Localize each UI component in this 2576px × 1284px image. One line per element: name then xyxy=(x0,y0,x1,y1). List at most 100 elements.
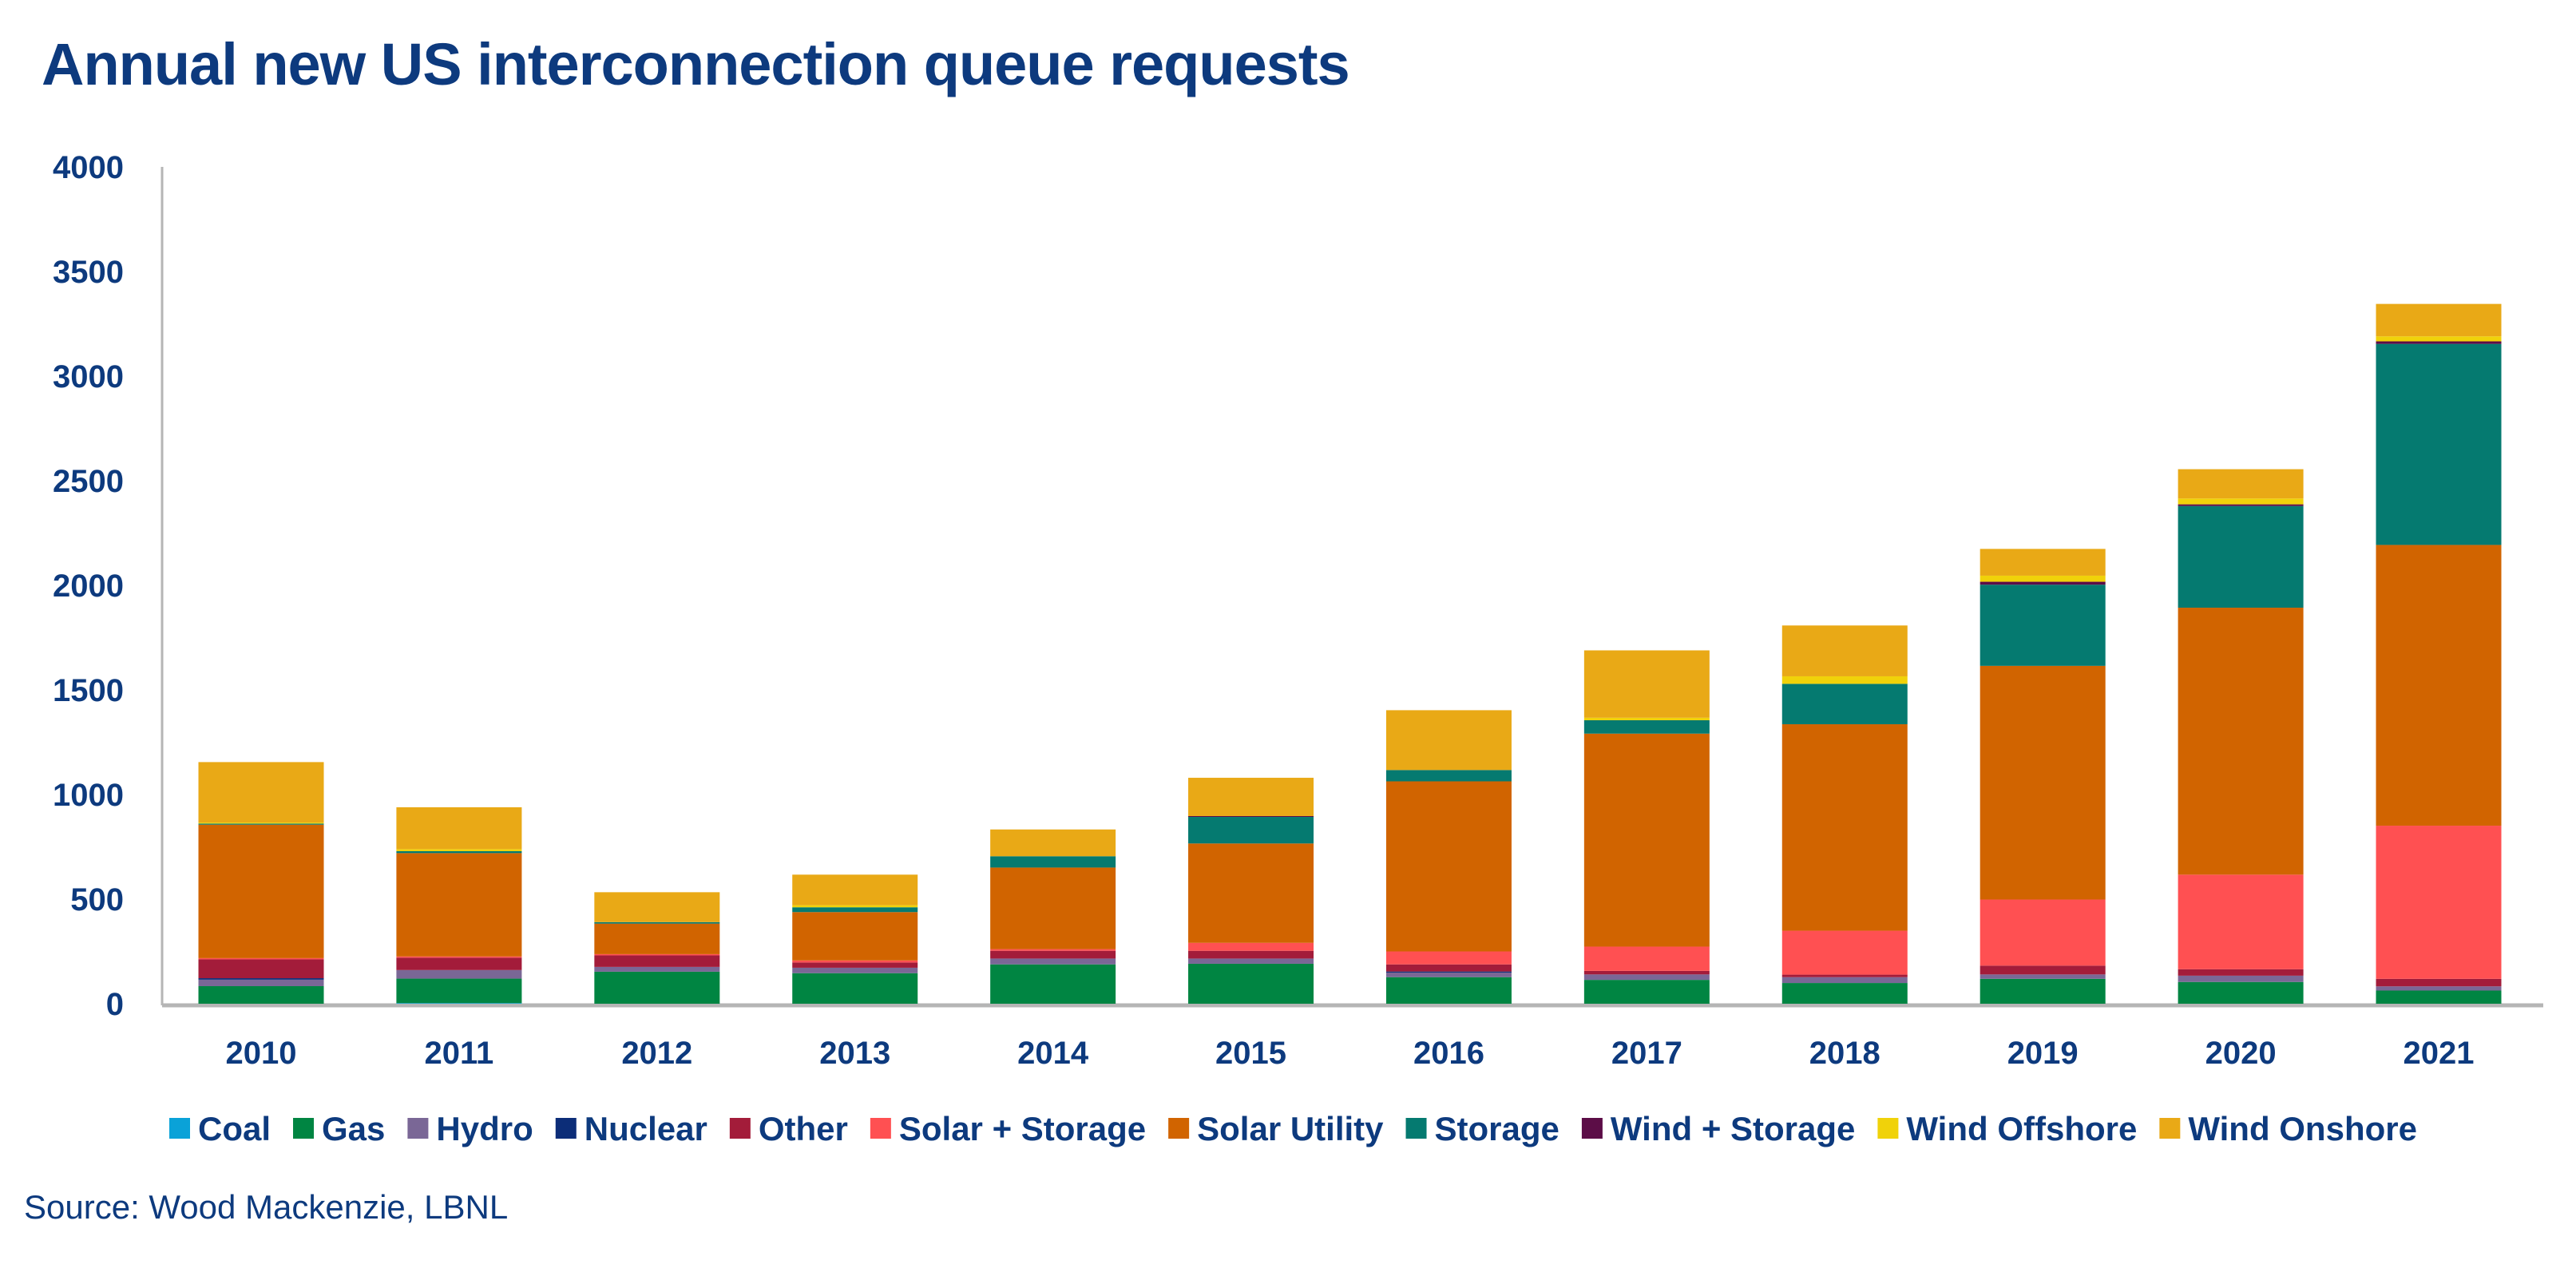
bar-segment-2015-hydro xyxy=(1188,958,1314,964)
bar-segment-2010-storage xyxy=(198,823,324,825)
y-tick-label: 1000 xyxy=(53,778,124,813)
bar-segment-2018-solar-storage xyxy=(1781,930,1908,975)
bar-segment-2020-wind-onshore xyxy=(2178,469,2304,499)
bar-segment-2020-wind-storage xyxy=(2178,504,2304,506)
x-tick-label: 2014 xyxy=(1017,1036,1089,1071)
bar-segment-2012-gas xyxy=(594,971,720,1004)
bar-segment-2012-hydro xyxy=(594,966,720,972)
bar-segment-2011-wind-onshore xyxy=(396,806,522,850)
bar-segment-2011-solar-storage xyxy=(396,956,522,958)
bar-segment-2014-storage xyxy=(990,856,1116,868)
bar-segment-2017-storage xyxy=(1583,719,1710,734)
bar-segment-2019-other xyxy=(1980,965,2106,975)
bar-segment-2019-wind-offshore xyxy=(1980,575,2106,582)
bar-segment-2021-solar-storage xyxy=(2376,826,2502,979)
x-tick-label: 2010 xyxy=(226,1036,297,1071)
bar-segment-2016-nuclear xyxy=(1385,971,1512,973)
bar-segment-2017-hydro xyxy=(1583,974,1710,981)
legend-swatch xyxy=(1168,1118,1190,1139)
bar-segment-2017-other xyxy=(1583,970,1710,975)
bar-segment-2019-wind-storage xyxy=(1980,581,2106,585)
bar-segment-2012-storage xyxy=(594,921,720,924)
y-tick-label: 1500 xyxy=(53,673,124,708)
legend-label: Solar + Storage xyxy=(899,1110,1146,1147)
x-tick-label: 2013 xyxy=(819,1036,890,1071)
y-tick-label: 0 xyxy=(106,987,124,1022)
bar-segment-2010-other xyxy=(198,959,324,979)
bar-segment-2014-solar-storage xyxy=(990,949,1116,951)
bar-segment-2016-solar-storage xyxy=(1385,951,1512,965)
bar-segment-2011-storage xyxy=(396,851,522,854)
bar-segment-2020-wind-offshore xyxy=(2178,498,2304,505)
legend-label: Wind Offshore xyxy=(1906,1110,2137,1147)
bar-segment-2016-solar-utility xyxy=(1385,781,1512,952)
bar-segment-2011-solar-utility xyxy=(396,853,522,957)
bar-segment-2011-other xyxy=(396,957,522,970)
bar-segment-2010-wind-offshore xyxy=(198,822,324,824)
x-tick-label: 2012 xyxy=(621,1036,692,1071)
legend-label: Nuclear xyxy=(585,1110,707,1147)
bar-segment-2015-wind-storage xyxy=(1188,815,1314,818)
x-tick-label: 2017 xyxy=(1611,1036,1682,1071)
x-tick-label: 2016 xyxy=(1413,1036,1484,1071)
bar-segment-2019-gas xyxy=(1980,978,2106,1004)
legend-swatch xyxy=(407,1118,429,1139)
bar-segment-2012-solar-utility xyxy=(594,923,720,954)
bar-segment-2021-other xyxy=(2376,978,2502,987)
bar-segment-2016-wind-onshore xyxy=(1385,710,1512,771)
bar-segment-2017-solar-storage xyxy=(1583,946,1710,971)
y-tick-label: 4000 xyxy=(53,150,124,185)
bar-segment-2013-gas xyxy=(792,973,918,1004)
y-tick-label: 2000 xyxy=(53,569,124,604)
bar-segment-2018-hydro xyxy=(1781,977,1908,984)
bar-segment-2013-wind-offshore xyxy=(792,905,918,908)
legend-swatch xyxy=(169,1118,190,1139)
bar-segment-2021-solar-utility xyxy=(2376,545,2502,826)
legend-label: Solar Utility xyxy=(1197,1110,1384,1147)
bar-segment-2013-solar-utility xyxy=(792,912,918,961)
bar-segment-2019-solar-storage xyxy=(1980,899,2106,966)
bar-segment-2017-wind-onshore xyxy=(1583,650,1710,718)
bar-segment-2020-storage xyxy=(2178,505,2304,608)
bar-segment-2012-solar-storage xyxy=(594,953,720,956)
bar-segment-2019-wind-onshore xyxy=(1980,549,2106,576)
bar-segment-2021-wind-onshore xyxy=(2376,303,2502,337)
legend-swatch xyxy=(1581,1118,1603,1139)
bar-segment-2021-wind-offshore xyxy=(2376,336,2502,342)
legend-label: Coal xyxy=(198,1110,271,1147)
legend-swatch xyxy=(555,1118,577,1139)
bar-segment-2019-hydro xyxy=(1980,974,2106,979)
bar-segment-2014-hydro xyxy=(990,958,1116,965)
legend-label: Hydro xyxy=(436,1110,533,1147)
legend-label: Storage xyxy=(1435,1110,1559,1147)
bar-segment-2016-hydro xyxy=(1385,972,1512,977)
bar-segment-2017-wind-offshore xyxy=(1583,717,1710,720)
bar-segment-2021-wind-storage xyxy=(2376,341,2502,344)
bar-segment-2014-other xyxy=(990,950,1116,959)
bar-segment-2013-hydro xyxy=(792,967,918,973)
bar-segment-2012-other xyxy=(594,955,720,967)
bar-segment-2018-solar-utility xyxy=(1781,723,1908,931)
bar-segment-2016-gas xyxy=(1385,977,1512,1004)
legend-swatch xyxy=(1405,1118,1427,1139)
legend-label: Wind Onshore xyxy=(2188,1110,2417,1147)
bar-segment-2010-wind-onshore xyxy=(198,762,324,823)
bar-segment-2020-solar-storage xyxy=(2178,874,2304,969)
x-tick-label: 2011 xyxy=(425,1036,494,1071)
bar-segment-2021-hydro xyxy=(2376,986,2502,991)
bar-segment-2015-storage xyxy=(1188,817,1314,844)
bar-segment-2017-solar-utility xyxy=(1583,733,1710,947)
bar-segment-2021-storage xyxy=(2376,343,2502,545)
bar-segment-2020-solar-utility xyxy=(2178,608,2304,875)
bar-segment-2015-gas xyxy=(1188,963,1314,1004)
legend-swatch xyxy=(2159,1118,2181,1139)
bar-segment-2011-hydro xyxy=(396,969,522,979)
bar-segment-2014-gas xyxy=(990,964,1116,1004)
legend-swatch xyxy=(729,1118,751,1139)
bar-segment-2015-solar-utility xyxy=(1188,843,1314,943)
bar-segment-2020-gas xyxy=(2178,981,2304,1004)
bar-segment-2010-nuclear xyxy=(198,978,324,980)
bar-segment-2011-coal xyxy=(396,1003,522,1004)
x-tick-label: 2018 xyxy=(1809,1036,1880,1071)
